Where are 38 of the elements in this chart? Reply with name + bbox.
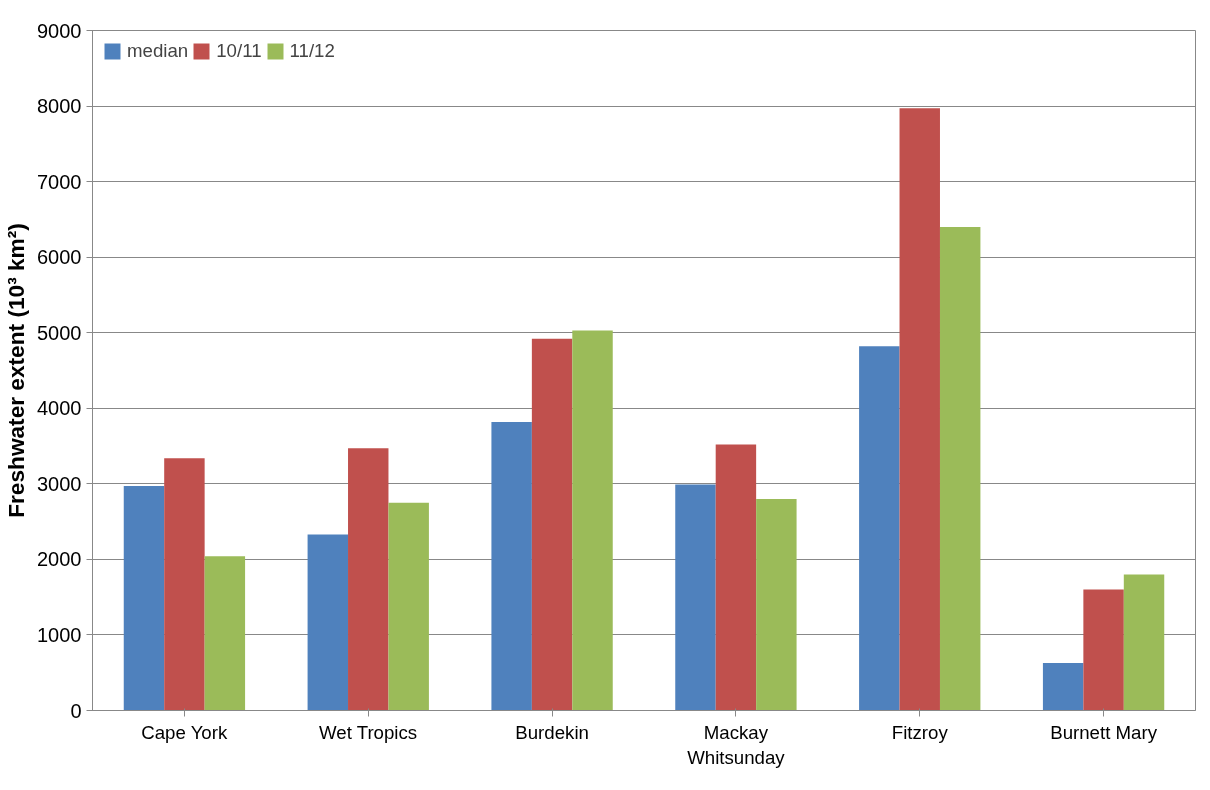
bar xyxy=(1123,574,1165,711)
bar xyxy=(123,486,165,711)
y-tick-label: 9000 xyxy=(37,19,82,42)
bar xyxy=(675,484,716,711)
x-tick-label: Cape York xyxy=(141,721,228,743)
bar xyxy=(164,458,205,711)
y-tick-label: 0 xyxy=(70,699,82,722)
bar xyxy=(899,108,940,711)
y-tick-label: 3000 xyxy=(37,472,82,495)
bar xyxy=(756,498,797,711)
y-tick-label: 5000 xyxy=(37,321,82,344)
legend-label: 11/12 xyxy=(289,40,335,62)
y-tick-label: 6000 xyxy=(37,246,82,269)
y-tick-label: 4000 xyxy=(37,397,82,420)
bar xyxy=(715,444,757,711)
x-tick-label: Fitzroy xyxy=(891,721,949,743)
x-tick-label: Wet Tropics xyxy=(319,721,418,743)
bar xyxy=(939,226,981,711)
bar xyxy=(388,502,429,711)
y-tick-label: 7000 xyxy=(37,170,82,193)
bar xyxy=(348,448,389,711)
y-tick-label: 8000 xyxy=(37,95,82,118)
bar xyxy=(531,338,573,711)
bar xyxy=(1042,662,1084,711)
bar xyxy=(572,330,613,711)
x-tick-label: Burnett Mary xyxy=(1050,721,1158,743)
bar xyxy=(307,534,349,711)
legend-label: 10/11 xyxy=(216,40,262,62)
bar xyxy=(491,421,532,711)
bar xyxy=(204,556,246,711)
legend-label: median xyxy=(127,40,189,62)
y-tick-label: 1000 xyxy=(37,623,82,646)
bar xyxy=(859,346,900,711)
x-tick-label: Mackay Whitsunday xyxy=(687,721,786,768)
y-tick-label: 2000 xyxy=(37,548,82,571)
y-axis-title: Freshwater extent (10³ km²) xyxy=(3,223,30,518)
bar xyxy=(1083,589,1124,711)
x-tick-label: Burdekin xyxy=(515,721,589,743)
